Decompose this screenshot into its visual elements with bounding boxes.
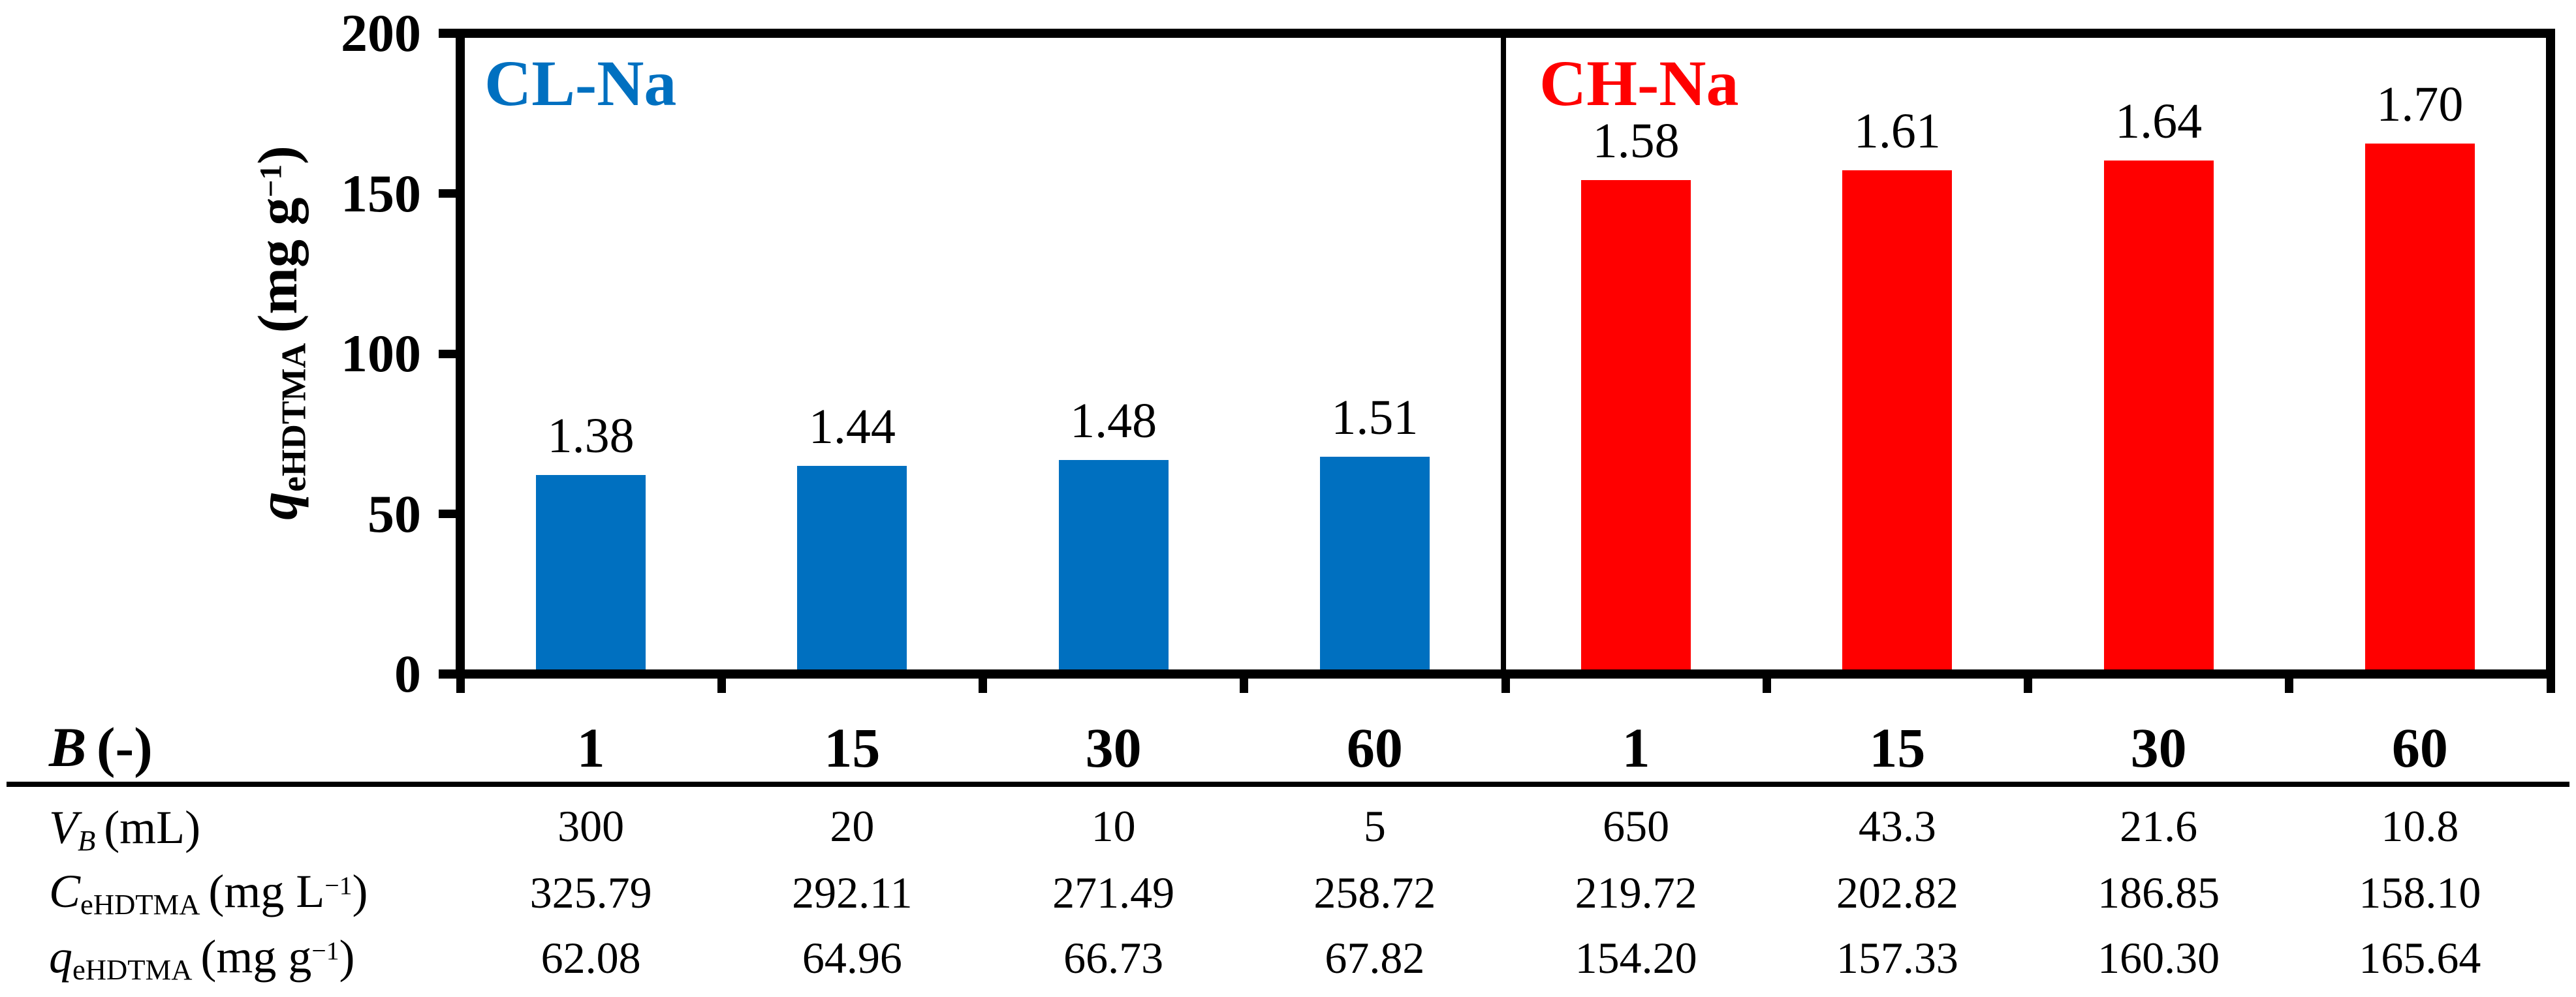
- bar-value-label: 1.51: [1331, 390, 1419, 445]
- row-q-symbol: q: [49, 930, 72, 983]
- x-tick: [2285, 669, 2294, 693]
- table-cell: 30: [1085, 716, 1142, 779]
- bar: [1842, 170, 1953, 669]
- table-cell: 157.33: [1836, 933, 1958, 983]
- row-q-unit: (mg g: [200, 930, 312, 983]
- table-cell: 62.08: [541, 933, 641, 983]
- table-cell: 20: [830, 801, 875, 851]
- bar-value-label: 1.44: [808, 399, 896, 455]
- x-tick: [2546, 669, 2555, 693]
- row-c-exponent: −1: [324, 871, 353, 900]
- bar: [536, 475, 646, 669]
- plot-right-border: [2546, 29, 2555, 679]
- bar: [2364, 143, 2475, 669]
- row-vb-symbol: V: [49, 801, 78, 853]
- table-cell: 66.73: [1063, 933, 1164, 983]
- plot-top-border: [439, 29, 2555, 38]
- bar: [797, 466, 907, 669]
- bar-value-label: 1.48: [1070, 393, 1157, 449]
- panel-divider-line: [1501, 38, 1506, 669]
- table-row-label-qehdtma: qeHDTMA (mg g−1): [49, 930, 355, 984]
- x-tick: [2024, 669, 2032, 693]
- table-row-label-vb: VB (mL): [49, 801, 201, 855]
- row-vb-subscript: B: [77, 824, 96, 857]
- bar-value-label: 1.70: [2376, 76, 2464, 132]
- table-cell: 154.20: [1575, 933, 1697, 983]
- y-tick: [439, 29, 461, 38]
- bar: [1058, 460, 1169, 669]
- table-cell: 67.82: [1325, 933, 1425, 983]
- table-cell: 60: [1346, 716, 1403, 779]
- table-cell: 300: [558, 801, 625, 851]
- y-tick: [439, 349, 461, 358]
- row-vb-unit: (mL): [104, 801, 201, 853]
- table-cell: 292.11: [792, 868, 913, 917]
- row-q-exponent: −1: [311, 936, 339, 966]
- row-q-subscript: eHDTMA: [72, 953, 193, 987]
- bar-value-label: 1.61: [1853, 103, 1941, 159]
- y-tick-label: 100: [341, 324, 421, 383]
- table-cell: 258.72: [1313, 868, 1436, 917]
- bar-value-label: 1.38: [547, 408, 635, 464]
- row-c-unit-close: ): [352, 865, 368, 917]
- panel-label-ch-na: CH-Na: [1539, 47, 1739, 119]
- y-tick-label: 0: [394, 644, 421, 703]
- y-tick-label: 150: [341, 163, 421, 223]
- table-cell: 60: [2391, 716, 2448, 779]
- table-cell: 15: [1869, 716, 1926, 779]
- table-cell: 202.82: [1836, 868, 1958, 917]
- table-cell: 271.49: [1052, 868, 1175, 917]
- table-cell: 10.8: [2381, 801, 2459, 851]
- bar: [1581, 179, 1691, 669]
- table-cell: 186.85: [2097, 868, 2220, 917]
- table-cell: 650: [1603, 801, 1670, 851]
- row-b-unit: (-): [96, 716, 153, 778]
- row-c-subscript: eHDTMA: [80, 888, 200, 921]
- bar-value-label: 1.58: [1592, 113, 1680, 168]
- table-cell: 1: [1622, 716, 1650, 779]
- table-cell: 15: [824, 716, 881, 779]
- row-q-unit-close: ): [339, 930, 355, 983]
- table-cell: 21.6: [2120, 801, 2198, 851]
- table-row-label-cehdtma: CeHDTMA (mg L−1): [49, 865, 368, 919]
- table-row-label-b: B (-): [49, 719, 153, 775]
- bar: [2103, 160, 2214, 669]
- x-axis-line: [439, 669, 2555, 679]
- table-cell: 158.10: [2359, 868, 2481, 917]
- table-cell: 5: [1363, 801, 1386, 851]
- y-tick: [439, 510, 461, 518]
- table-cell: 30: [2130, 716, 2187, 779]
- row-c-unit: (mg L: [208, 865, 325, 917]
- x-tick: [1501, 669, 1510, 693]
- table-cell: 1: [576, 716, 605, 779]
- table-cell: 160.30: [2097, 933, 2220, 983]
- x-tick: [979, 669, 987, 693]
- table-header-rule: [7, 782, 2569, 787]
- table-cell: 10: [1091, 801, 1136, 851]
- y-tick: [439, 189, 461, 198]
- y-tick-label: 50: [368, 483, 421, 544]
- y-tick: [439, 669, 461, 679]
- table-cell: 219.72: [1575, 868, 1697, 917]
- x-tick: [456, 669, 465, 693]
- x-tick: [717, 669, 726, 693]
- row-c-symbol: C: [49, 865, 81, 917]
- bar-value-label: 1.64: [2115, 93, 2203, 149]
- row-b-symbol: B: [49, 716, 87, 778]
- panel-label-cl-na: CL-Na: [484, 47, 677, 119]
- bar: [1319, 457, 1430, 669]
- x-tick: [1240, 669, 1249, 693]
- table-cell: 43.3: [1858, 801, 1936, 851]
- table-cell: 325.79: [529, 868, 652, 917]
- y-tick-label: 200: [341, 3, 421, 63]
- x-tick: [1762, 669, 1771, 693]
- table-cell: 165.64: [2359, 933, 2481, 983]
- table-cell: 64.96: [802, 933, 902, 983]
